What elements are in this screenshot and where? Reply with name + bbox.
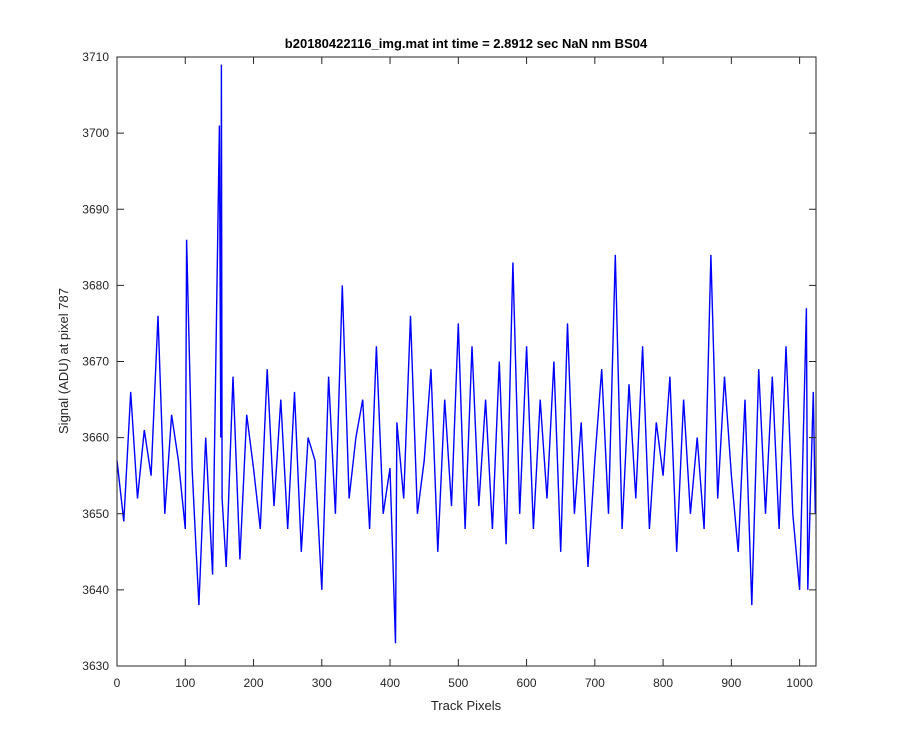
- x-tick-label: 1000: [786, 676, 813, 690]
- x-tick-label: 500: [448, 676, 468, 690]
- x-tick-label: 0: [114, 676, 121, 690]
- y-tick-label: 3690: [82, 202, 109, 216]
- y-tick-label: 3640: [82, 583, 109, 597]
- x-tick-label: 400: [380, 676, 400, 690]
- x-tick-label: 800: [653, 676, 673, 690]
- x-axis-label: Track Pixels: [431, 698, 502, 713]
- series-line: [116, 64, 816, 644]
- x-axis-ticks: 0 100 200 300 400 500 600 700 800 900 1000: [114, 57, 813, 690]
- x-tick-label: 200: [244, 676, 264, 690]
- x-tick-label: 300: [312, 676, 332, 690]
- y-tick-label: 3710: [82, 50, 109, 64]
- y-tick-label: 3630: [82, 659, 109, 673]
- y-tick-label: 3700: [82, 126, 109, 140]
- x-tick-label: 600: [517, 676, 537, 690]
- y-tick-label: 3670: [82, 355, 109, 369]
- y-tick-label: 3650: [82, 507, 109, 521]
- plot-area: [117, 57, 816, 666]
- x-tick-label: 100: [175, 676, 195, 690]
- y-axis-label: Signal (ADU) at pixel 787: [56, 288, 71, 434]
- y-tick-label: 3680: [82, 278, 109, 292]
- y-axis-ticks: 3630 3640 3650 3660 3670 3680 3690 3700 3710: [82, 50, 816, 673]
- series-layer: [116, 64, 816, 644]
- chart-title: b20180422116_img.mat int time = 2.8912 s…: [285, 36, 648, 51]
- x-tick-label: 900: [721, 676, 741, 690]
- y-tick-label: 3660: [82, 431, 109, 445]
- x-tick-label: 700: [585, 676, 605, 690]
